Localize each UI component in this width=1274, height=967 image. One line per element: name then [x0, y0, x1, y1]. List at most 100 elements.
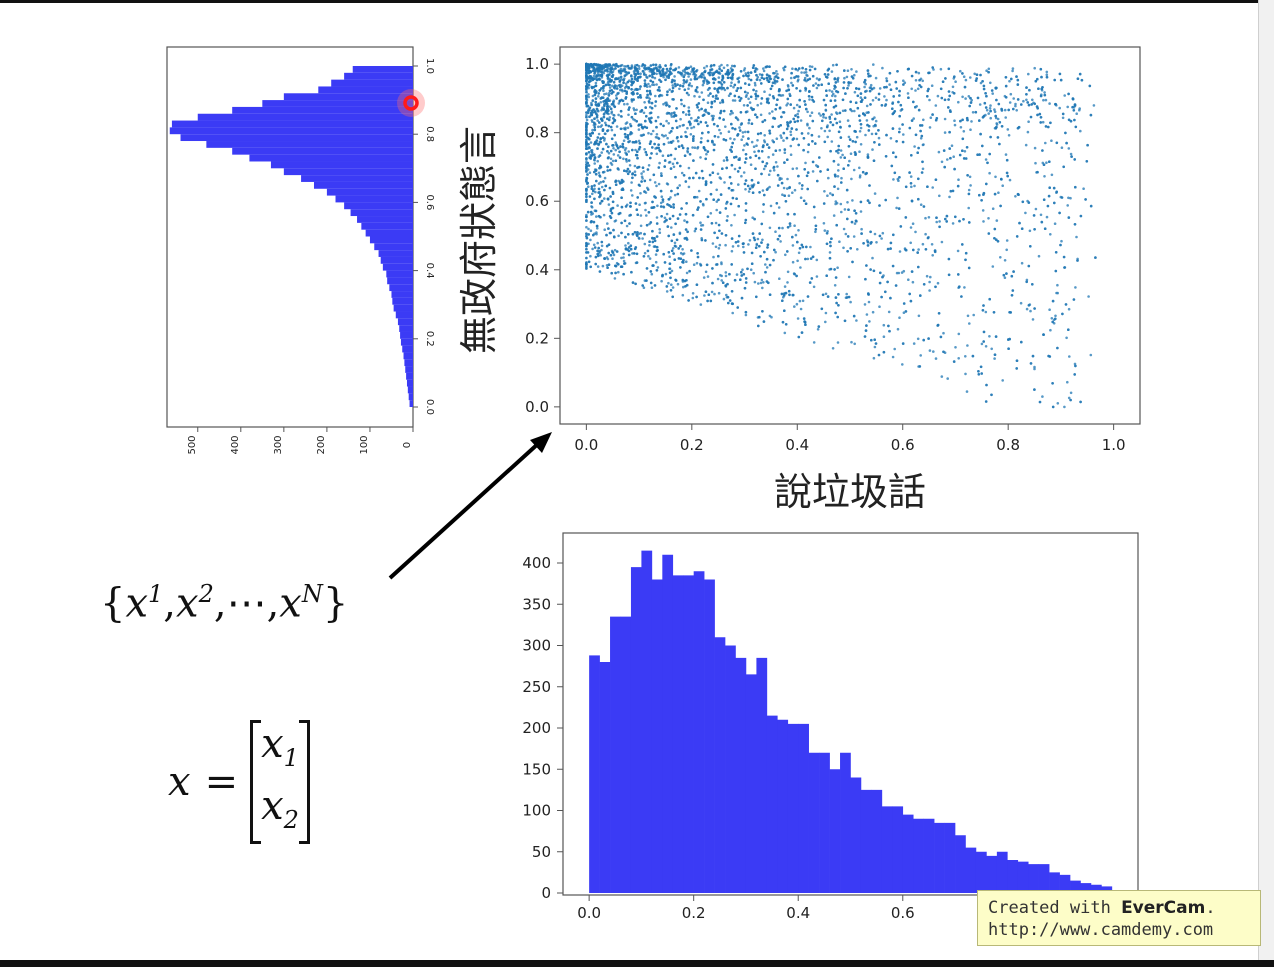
- scatter-point: [750, 140, 754, 144]
- scatter-point: [822, 98, 826, 102]
- scatter-point: [765, 257, 769, 261]
- scatter-point: [759, 281, 763, 285]
- scatter-point: [636, 79, 639, 82]
- scatter-point: [715, 200, 719, 203]
- scatter-point: [633, 231, 637, 234]
- scatter-point: [892, 178, 895, 181]
- scatter-point: [806, 171, 810, 174]
- scatter-point: [603, 188, 606, 192]
- scatter-point: [963, 150, 967, 153]
- scatter-point: [962, 130, 966, 133]
- scatter-point: [713, 292, 716, 296]
- left-hist-bar: [403, 352, 413, 360]
- scatter-point: [606, 111, 609, 115]
- scatter-point: [858, 166, 861, 170]
- scatter-point: [1061, 116, 1065, 120]
- scatter-point: [643, 251, 647, 255]
- scatter-point: [864, 172, 867, 176]
- scatter-point: [1043, 91, 1046, 94]
- scatter-point: [643, 201, 647, 205]
- scatter-point: [794, 233, 798, 237]
- scatter-point: [850, 75, 854, 78]
- scatter-point: [681, 278, 685, 282]
- scatter-point: [853, 109, 856, 113]
- scatter-point: [829, 121, 832, 124]
- scatter-point: [730, 224, 733, 227]
- scatter-point: [777, 206, 781, 209]
- scatter-point: [666, 203, 669, 206]
- scatter-point: [865, 313, 869, 316]
- scatter-point: [746, 104, 749, 107]
- scatter-point: [843, 208, 847, 211]
- scatter-point: [738, 126, 741, 129]
- scatter-point: [828, 89, 831, 92]
- scatter-point: [769, 169, 772, 173]
- scatter-point: [1078, 107, 1081, 110]
- scatter-point: [800, 187, 804, 191]
- scatter-point: [585, 127, 588, 131]
- scatter-point: [602, 108, 606, 111]
- scatter-point: [1070, 155, 1073, 158]
- scatter-point: [769, 204, 773, 208]
- scatter-point: [777, 125, 780, 128]
- scatter-point: [610, 71, 613, 74]
- scatter-point: [778, 277, 781, 281]
- scatter-point: [829, 192, 832, 195]
- scatter-point: [947, 257, 951, 261]
- scatter-point: [607, 203, 611, 206]
- scatter-point: [994, 114, 997, 118]
- scatter-point: [877, 92, 881, 96]
- scatter-point: [679, 244, 682, 248]
- scatter-point: [853, 129, 856, 133]
- scatter-point: [711, 267, 714, 270]
- scatter-point: [1073, 158, 1076, 161]
- scatter-point: [873, 116, 876, 119]
- scatter-point: [791, 235, 794, 239]
- scatter-point: [758, 73, 762, 76]
- scatter-point: [760, 82, 763, 85]
- left-hist-bar: [378, 250, 413, 257]
- scatter-point: [619, 88, 622, 92]
- scatter-point: [919, 137, 923, 140]
- scatter-point: [746, 267, 749, 271]
- scatter-point: [961, 243, 964, 246]
- scatter-point: [916, 337, 920, 341]
- scatter-point: [663, 220, 666, 224]
- scatter-point: [828, 256, 832, 260]
- scatter-point: [645, 115, 648, 118]
- scatter-point: [1087, 295, 1090, 298]
- scatter-point: [651, 146, 654, 149]
- scatter-point: [1049, 233, 1052, 236]
- scatter-point: [1076, 77, 1080, 80]
- scatter-point: [1025, 280, 1028, 284]
- scatter-point: [1006, 174, 1009, 178]
- scatter-point: [912, 117, 915, 120]
- scatter-point: [1019, 301, 1023, 305]
- scatter-point: [1039, 67, 1043, 71]
- scatter-point: [750, 122, 754, 125]
- scatter-point: [837, 151, 840, 155]
- scatter-point: [719, 109, 723, 113]
- scatter-point: [594, 262, 597, 266]
- scatter-point: [873, 192, 877, 195]
- scatter-point: [731, 126, 734, 130]
- scatter-point: [814, 230, 817, 234]
- scatter-point: [799, 196, 803, 199]
- scatter-point: [606, 197, 610, 201]
- scatter-point: [772, 169, 776, 172]
- scatter-point: [967, 206, 970, 210]
- scatter-point: [655, 245, 659, 249]
- scatter-point: [636, 231, 639, 234]
- scatter-point: [791, 138, 795, 141]
- scatter-point: [893, 347, 896, 351]
- scatter-point: [770, 84, 774, 88]
- scatter-point: [711, 171, 715, 174]
- scatter-point: [1054, 269, 1058, 273]
- scatter-point: [749, 106, 753, 110]
- scatter-point: [938, 194, 941, 198]
- scatter-point: [651, 240, 655, 244]
- scatter-point: [645, 223, 649, 227]
- scatter-point: [595, 231, 598, 234]
- scatter-point: [660, 215, 663, 218]
- scatter-point: [798, 89, 802, 93]
